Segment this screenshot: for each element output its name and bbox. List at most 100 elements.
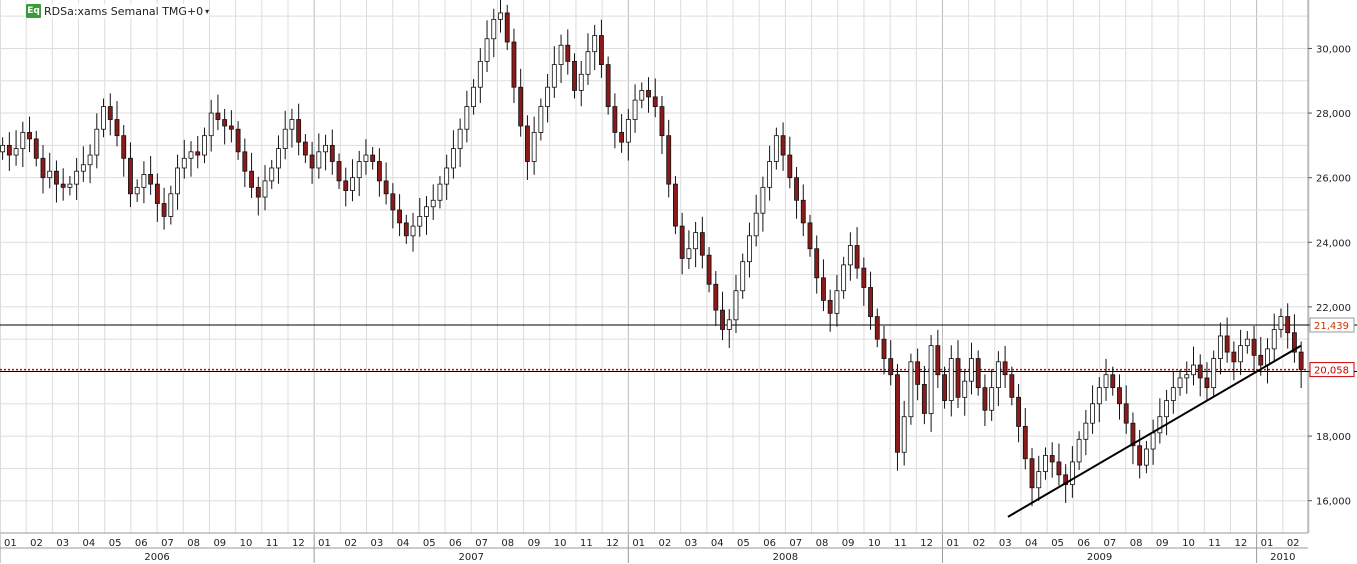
candle-up [625, 119, 631, 143]
candle-down [1285, 316, 1291, 334]
candle-up [585, 51, 591, 75]
candle-down [397, 209, 402, 224]
candle-down [720, 309, 725, 330]
trendline [1007, 344, 1302, 518]
candle-up [262, 180, 268, 198]
candle-up [639, 90, 645, 101]
x-month-label: 07 [1104, 538, 1117, 549]
candle-up [1211, 358, 1217, 389]
candle-up [1143, 448, 1149, 466]
candle-up [948, 358, 954, 401]
candle-down [154, 183, 160, 204]
candle-down [659, 106, 665, 137]
candle-up [0, 144, 6, 153]
candle-down [161, 203, 167, 217]
candle-up [67, 183, 73, 188]
candle-up [1177, 377, 1183, 389]
candle-down [807, 222, 813, 250]
candle-up [175, 167, 180, 195]
candle-up [928, 345, 934, 414]
candle-up [531, 132, 537, 162]
x-month-label: 12 [606, 538, 619, 549]
candle-down [1291, 332, 1297, 353]
candle-down [296, 119, 302, 143]
candle-up [94, 128, 100, 156]
candle-down [1022, 425, 1028, 460]
candle-down [1002, 361, 1008, 376]
candle-down [881, 338, 887, 359]
x-month-label: 12 [920, 538, 933, 549]
candle-down [195, 151, 201, 156]
candle-up [316, 151, 322, 169]
x-month-label: 09 [1156, 538, 1169, 549]
candle-down [33, 138, 39, 159]
candle-up [901, 416, 907, 453]
candle-down [955, 358, 961, 398]
candle-down [794, 177, 799, 201]
candle-up [841, 264, 847, 292]
candle-up [141, 174, 147, 188]
current-price-label: 20,058 [1314, 366, 1349, 377]
candle-down [215, 112, 221, 120]
candle-down [255, 186, 261, 198]
y-tick-label: 22,000 [1316, 303, 1351, 314]
candle-down [821, 277, 826, 301]
x-month-label: 04 [711, 538, 724, 549]
x-month-label: 10 [240, 538, 253, 549]
candle-down [343, 180, 349, 191]
candle-down [27, 132, 32, 140]
x-month-label: 01 [946, 538, 959, 549]
candle-down [861, 267, 867, 288]
x-month-label: 01 [1261, 538, 1274, 549]
x-month-label: 03 [371, 538, 384, 549]
candle-down [646, 90, 651, 98]
x-month-label: 08 [187, 538, 200, 549]
x-month-label: 11 [580, 538, 593, 549]
candle-up [202, 135, 207, 156]
candle-down [605, 64, 611, 108]
x-month-label: 06 [449, 538, 462, 549]
candle-up [1244, 338, 1250, 347]
candle-down [1224, 335, 1230, 353]
candle-up [1278, 316, 1284, 330]
candle-up [289, 119, 295, 130]
candle-up [545, 86, 551, 108]
candle-up [363, 154, 369, 162]
candle-down [895, 374, 900, 453]
candle-up [693, 232, 699, 250]
x-month-label: 04 [83, 538, 96, 549]
candle-up [538, 106, 544, 133]
x-year-label: 2009 [1087, 552, 1112, 563]
candle-down [673, 183, 678, 227]
candle-up [498, 12, 503, 20]
candle-up [471, 86, 477, 108]
dropdown-caret-icon[interactable]: ▾ [205, 6, 210, 16]
candle-up [1103, 374, 1109, 389]
candle-down [888, 358, 894, 376]
x-month-label: 06 [763, 538, 776, 549]
candle-down [1117, 387, 1122, 405]
candle-down [699, 232, 705, 256]
candle-up [1170, 387, 1176, 401]
x-month-label: 07 [789, 538, 802, 549]
candle-up [1069, 461, 1075, 485]
x-month-label: 12 [1234, 538, 1247, 549]
candle-down [6, 144, 12, 156]
candle-up [1217, 335, 1223, 359]
x-month-label: 11 [894, 538, 907, 549]
candle-up [444, 167, 450, 185]
candle-up [551, 64, 557, 88]
x-month-label: 11 [1208, 538, 1221, 549]
candle-down [114, 119, 120, 137]
x-month-label: 02 [1287, 538, 1300, 549]
chart-header[interactable]: Eq RDSa:xams Semanal TMG+0 ▾ [26, 4, 210, 18]
x-month-label: 09 [213, 538, 226, 549]
x-year-label: 2007 [459, 552, 484, 563]
x-month-label: 12 [292, 538, 305, 549]
candle-down [329, 144, 335, 162]
x-month-label: 03 [999, 538, 1012, 549]
x-month-label: 08 [1130, 538, 1143, 549]
candle-up [908, 361, 914, 418]
candle-down [780, 135, 786, 156]
